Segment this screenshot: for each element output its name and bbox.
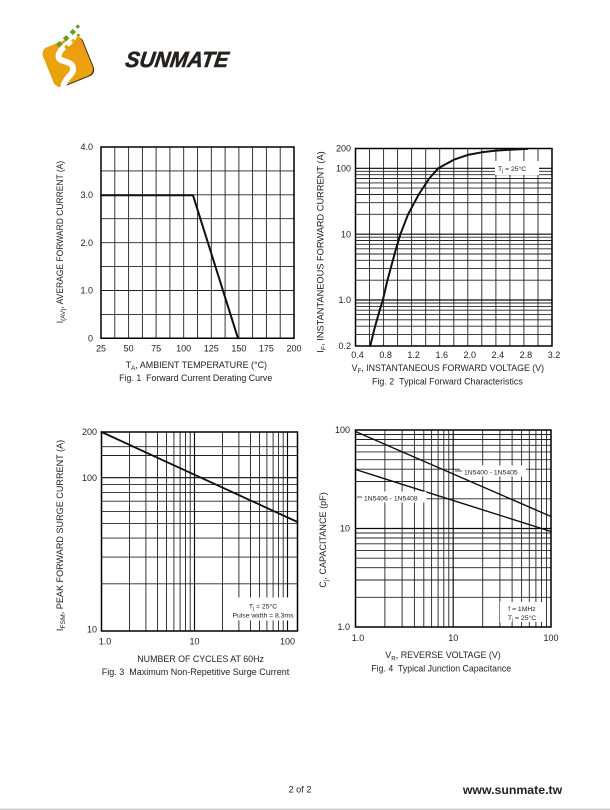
- svg-text:Pulse width = 8.3ms: Pulse width = 8.3ms: [232, 613, 294, 620]
- svg-text:4.0: 4.0: [80, 142, 93, 152]
- svg-text:25: 25: [96, 344, 106, 354]
- svg-text:1.0: 1.0: [80, 286, 93, 296]
- svg-text:2.0: 2.0: [80, 238, 93, 248]
- svg-text:1.0: 1.0: [99, 637, 112, 647]
- svg-text:NUMBER OF CYCLES AT 60Hz: NUMBER OF CYCLES AT 60Hz: [137, 654, 264, 664]
- svg-text:2 of 2: 2 of 2: [289, 785, 312, 795]
- svg-text:10: 10: [189, 637, 199, 647]
- svg-text:Tj = 25°C: Tj = 25°C: [498, 165, 526, 175]
- svg-text:10: 10: [87, 625, 97, 635]
- svg-text:125: 125: [204, 344, 219, 354]
- svg-text:Fig. 2 Typical Forward Charac: Fig. 2 Typical Forward Characteristics: [372, 376, 523, 386]
- svg-text:3.0: 3.0: [80, 190, 93, 200]
- svg-text:1.0: 1.0: [337, 622, 350, 632]
- svg-text:1.6: 1.6: [435, 350, 448, 360]
- svg-text:TA, AMBIENT TEMPERATURE (°C): TA, AMBIENT TEMPERATURE (°C): [126, 360, 267, 372]
- svg-text:200: 200: [82, 427, 97, 437]
- svg-text:1.0: 1.0: [338, 295, 351, 305]
- svg-text:Tj = 25°C: Tj = 25°C: [508, 614, 536, 624]
- svg-text:200: 200: [336, 144, 351, 154]
- svg-text:150: 150: [231, 344, 246, 354]
- svg-text:0: 0: [88, 334, 93, 344]
- svg-text:100: 100: [82, 473, 97, 483]
- svg-text:Fig. 3 Maximum Non-Repetitive: Fig. 3 Maximum Non-Repetitive Surge Curr…: [102, 667, 290, 677]
- svg-text:0.4: 0.4: [351, 350, 364, 360]
- svg-text:200: 200: [286, 344, 301, 354]
- svg-text:2.4: 2.4: [492, 350, 505, 360]
- svg-text:100: 100: [336, 164, 351, 174]
- svg-text:VF, INSTANTANEOUS FORWARD VOLT: VF, INSTANTANEOUS FORWARD VOLTAGE (V): [352, 363, 544, 375]
- svg-text:100: 100: [335, 425, 350, 435]
- svg-text:2.0: 2.0: [464, 350, 477, 360]
- svg-text:1N5400 - 1N5405: 1N5400 - 1N5405: [464, 470, 518, 477]
- svg-text:175: 175: [259, 344, 274, 354]
- svg-text:100: 100: [280, 637, 295, 647]
- svg-text:50: 50: [124, 344, 134, 354]
- svg-text:Fig. 4 Typical Junction Capac: Fig. 4 Typical Junction Capacitance: [371, 663, 511, 673]
- svg-text:0.2: 0.2: [338, 341, 351, 351]
- svg-text:3.2: 3.2: [548, 350, 561, 360]
- svg-text:100: 100: [176, 344, 191, 354]
- svg-text:2.8: 2.8: [520, 350, 533, 360]
- svg-text:10: 10: [448, 633, 458, 643]
- svg-text:VR, REVERSE VOLTAGE (V): VR, REVERSE VOLTAGE (V): [385, 650, 500, 662]
- svg-text:0.8: 0.8: [379, 350, 392, 360]
- svg-text:1.2: 1.2: [407, 350, 420, 360]
- svg-text:IF, INSTANTANEOUS FORWARD CURR: IF, INSTANTANEOUS FORWARD CURRENT (A): [316, 151, 328, 352]
- svg-text:IFSM, PEAK FORWARD SURGE CURRE: IFSM, PEAK FORWARD SURGE CURRENT (A): [55, 440, 67, 631]
- svg-text:I(AV), AVERAGE FORWARD CURRENT: I(AV), AVERAGE FORWARD CURRENT (A): [55, 161, 67, 324]
- svg-text:www.sunmate.tw: www.sunmate.tw: [462, 783, 563, 797]
- svg-text:1N5406 - 1N5408: 1N5406 - 1N5408: [364, 496, 418, 503]
- svg-text:1.0: 1.0: [352, 633, 365, 643]
- svg-text:Cj, CAPACITANCE (pF): Cj, CAPACITANCE (pF): [318, 492, 330, 587]
- svg-text:Fig. 1 Forward Current Derati: Fig. 1 Forward Current Derating Curve: [119, 373, 272, 383]
- svg-text:SUNMATE: SUNMATE: [124, 47, 232, 72]
- svg-text:10: 10: [340, 524, 350, 534]
- svg-text:f = 1MHz: f = 1MHz: [508, 606, 536, 613]
- svg-text:75: 75: [151, 344, 161, 354]
- svg-text:100: 100: [543, 633, 558, 643]
- svg-text:Tj = 25°C: Tj = 25°C: [249, 603, 277, 613]
- svg-text:10: 10: [341, 229, 351, 239]
